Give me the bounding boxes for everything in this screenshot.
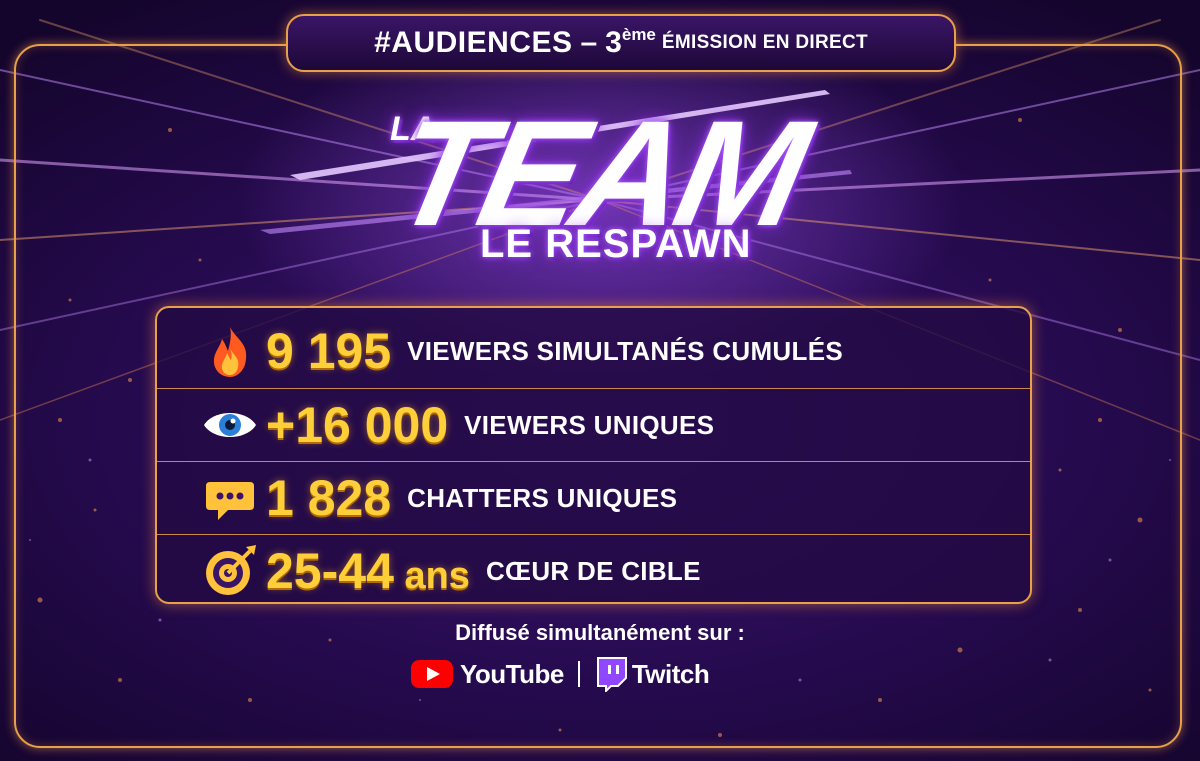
speech-bubble-icon xyxy=(206,482,254,520)
stat-unit: ans xyxy=(393,555,470,597)
twitch-link[interactable]: Twitch xyxy=(631,658,710,689)
stat-value: 1 828 xyxy=(266,470,392,526)
stats-panel: 9 195 VIEWERS SIMULTANÉS CUMULÉS +16 000… xyxy=(155,306,1032,604)
stat-number: 25-44 xyxy=(266,543,394,599)
logo-la: LA xyxy=(390,110,436,148)
target-icon xyxy=(206,545,256,595)
hashtag-text: #AUDIENCES xyxy=(374,26,573,59)
stat-label: CHATTERS UNIQUES xyxy=(407,482,678,513)
twitch-icon[interactable] xyxy=(594,656,628,692)
eye-icon xyxy=(204,413,256,437)
stat-row: 9 195 VIEWERS SIMULTANÉS CUMULÉS xyxy=(202,315,1030,387)
episode-number: 3 xyxy=(605,26,622,59)
logo-respawn: LE RESPAWN xyxy=(480,222,752,266)
platform-list: YouTube Twitch xyxy=(410,656,710,692)
stat-row: 25-44 ans CŒUR DE CIBLE xyxy=(157,534,1030,607)
episode-subtitle: ÉMISSION EN DIRECT xyxy=(661,32,868,53)
stat-value: 25-44 ans xyxy=(266,542,470,600)
youtube-link[interactable]: YouTube xyxy=(460,658,564,689)
stat-label: VIEWERS SIMULTANÉS CUMULÉS xyxy=(407,335,843,366)
logo-speed-lines xyxy=(260,90,852,234)
stat-label: VIEWERS UNIQUES xyxy=(464,409,715,440)
youtube-icon[interactable] xyxy=(410,658,454,690)
stat-value: 9 195 xyxy=(266,323,392,379)
title-banner: #AUDIENCES – 3 ème ÉMISSION EN DIRECT xyxy=(286,14,956,72)
stat-label: CŒUR DE CIBLE xyxy=(485,555,701,586)
title-dash: – xyxy=(580,26,598,59)
stat-row: +16 000 VIEWERS UNIQUES xyxy=(157,388,1030,461)
stat-row: 1 828 CHATTERS UNIQUES xyxy=(157,461,1030,534)
stat-value: +16 000 xyxy=(266,397,449,453)
episode-suffix: ème xyxy=(621,25,656,44)
platform-divider xyxy=(577,661,580,687)
show-logo: LA TEAM LE RESPAWN xyxy=(240,80,860,280)
broadcast-intro: Diffusé simultanément sur : xyxy=(455,620,745,645)
fire-icon xyxy=(213,327,247,377)
